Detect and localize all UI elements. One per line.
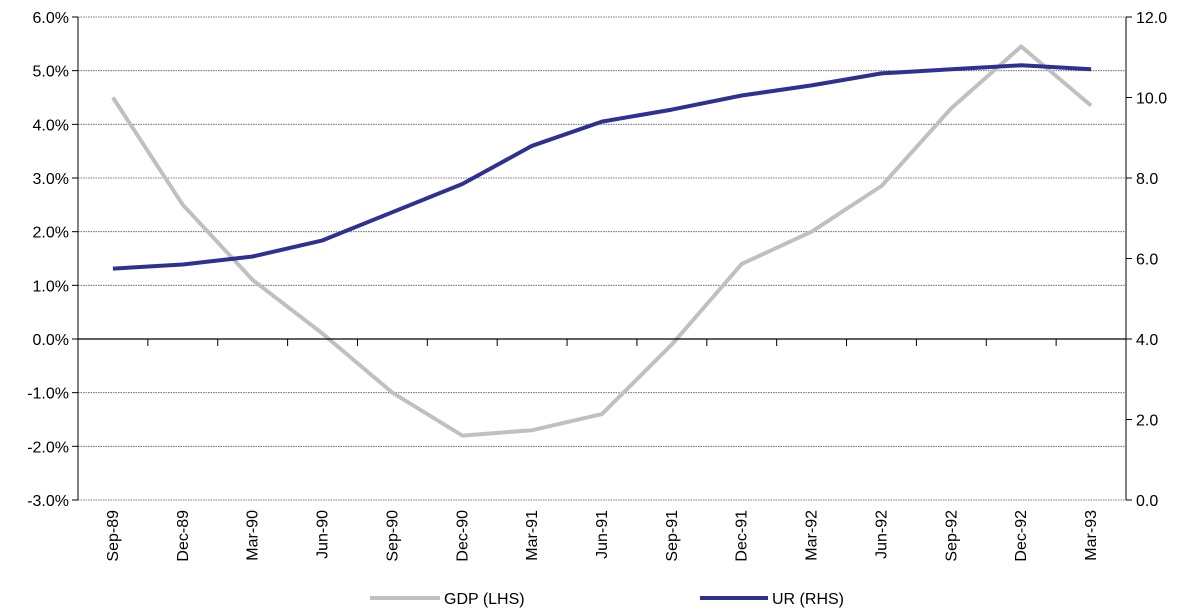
left-tick-label: 3.0% <box>33 171 69 188</box>
x-tick-label: Mar-92 <box>804 510 821 561</box>
ur-series-line <box>112 63 1092 271</box>
x-tick-label: Sep-89 <box>105 510 122 562</box>
left-tick-label: 1.0% <box>33 278 69 295</box>
x-tick-label: Jun-92 <box>873 510 890 559</box>
legend-label: GDP (LHS) <box>444 591 525 608</box>
left-tick-label: 6.0% <box>33 10 69 27</box>
right-tick-label: 12.0 <box>1136 10 1167 27</box>
left-tick-label: 0.0% <box>33 332 69 349</box>
x-tick-label: Jun-90 <box>315 510 332 559</box>
x-tick-label: Sep-92 <box>943 510 960 562</box>
x-tick-label: Dec-90 <box>454 510 471 562</box>
x-axis: Sep-89 Dec-89 Mar-90 Jun-90 Sep-90 Dec-90 Mar-… <box>105 510 1100 562</box>
x-tick-label: Mar-91 <box>524 510 541 561</box>
x-tick-label: Sep-91 <box>664 510 681 562</box>
right-tick-label: 6.0 <box>1136 252 1158 269</box>
right-tick-label: 10.0 <box>1136 91 1167 108</box>
left-tick-label: 5.0% <box>33 64 69 81</box>
right-tick-label: 8.0 <box>1136 171 1158 188</box>
left-tick-label: -3.0% <box>27 493 69 510</box>
right-tick-label: 4.0 <box>1136 332 1158 349</box>
left-axis: 6.0% 5.0% 4.0% 3.0% 2.0% 1.0% 0.0% -1.0% -2.0% -3… <box>27 10 78 510</box>
x-tick-label: Mar-90 <box>245 510 262 561</box>
left-tick-label: -1.0% <box>27 386 69 403</box>
left-tick-label: -2.0% <box>27 439 69 456</box>
x-tick-label: Jun-91 <box>594 510 611 559</box>
x-tick-label: Dec-89 <box>175 510 192 562</box>
series-layer <box>111 44 1093 438</box>
legend-label: UR (RHS) <box>772 591 844 608</box>
x-tick-label: Dec-92 <box>1013 510 1030 562</box>
left-tick-label: 4.0% <box>33 117 69 134</box>
right-tick-label: 0.0 <box>1136 493 1158 510</box>
x-tick-label: Mar-93 <box>1083 510 1100 561</box>
left-tick-label: 2.0% <box>33 225 69 242</box>
gdp-series-line <box>111 44 1093 438</box>
right-tick-label: 2.0 <box>1136 413 1158 430</box>
x-tick-label: Sep-90 <box>384 510 401 562</box>
legend: GDP (LHS) UR (RHS) <box>370 591 844 608</box>
x-tick-label: Dec-91 <box>734 510 751 562</box>
right-axis: 12.0 10.0 8.0 6.0 4.0 2.0 0.0 <box>1126 10 1167 510</box>
